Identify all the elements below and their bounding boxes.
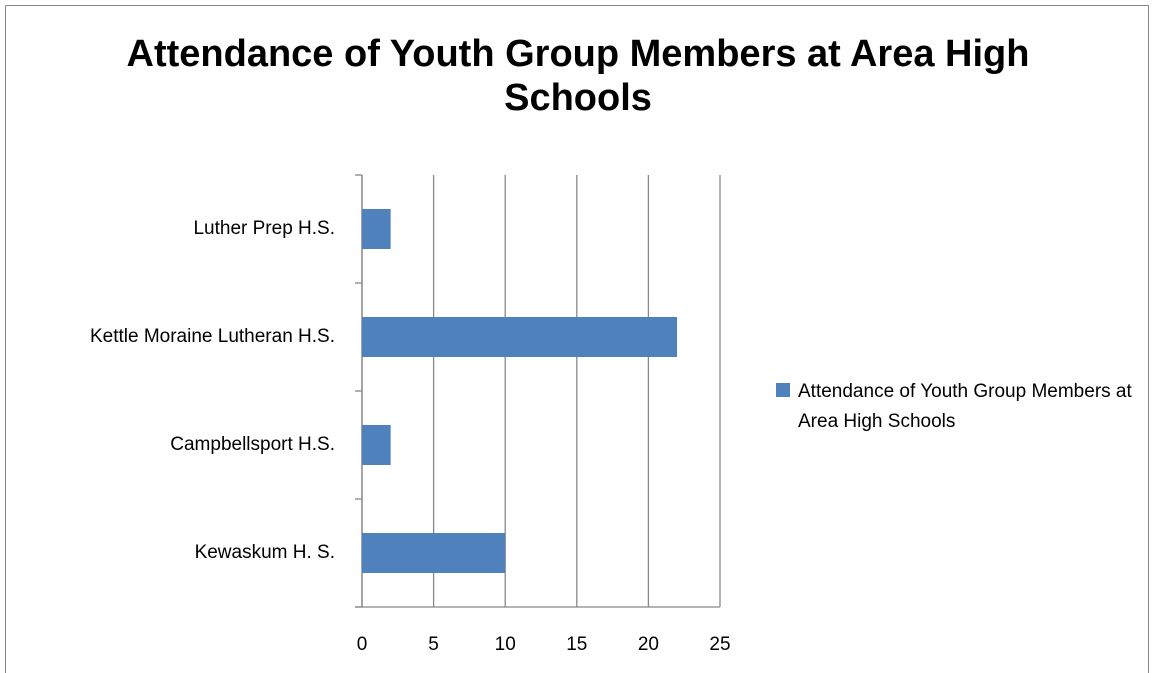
y-tick-label: Luther Prep H.S. [193, 218, 335, 239]
x-tick-label: 0 [357, 634, 368, 655]
bar [362, 533, 506, 573]
y-tick-label: Kettle Moraine Lutheran H.S. [90, 326, 335, 347]
chart-border [5, 5, 1149, 673]
x-tick-label: 25 [709, 634, 730, 655]
chart-title: Attendance of Youth Group Members at Are… [126, 33, 1030, 119]
y-tick-label: Campbellsport H.S. [170, 434, 335, 455]
x-tick-label: 20 [638, 634, 659, 655]
bar [362, 317, 678, 357]
bar [362, 425, 391, 465]
legend-swatch [776, 383, 790, 397]
y-tick-label: Kewaskum H. S. [195, 542, 335, 563]
x-tick-label: 15 [566, 634, 587, 655]
bar [362, 209, 391, 249]
x-tick-label: 5 [428, 634, 439, 655]
legend-label: Attendance of Youth Group Members at Are… [798, 381, 1132, 432]
x-tick-label: 10 [495, 634, 516, 655]
